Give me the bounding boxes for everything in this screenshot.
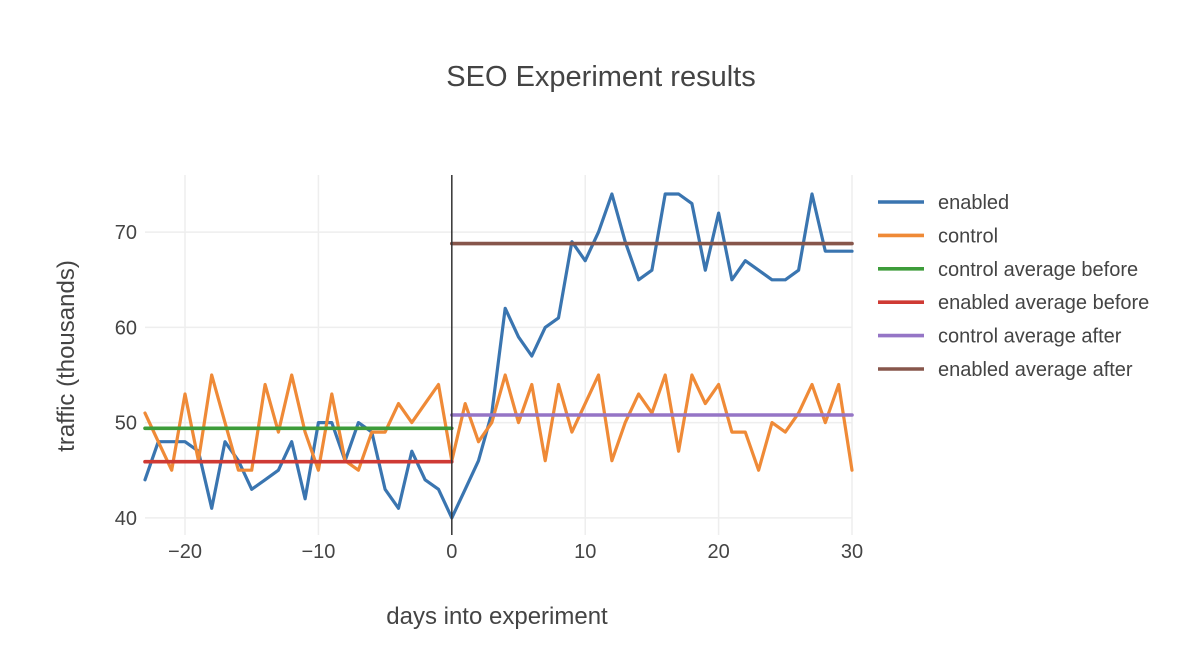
axes: −20 −10 0 10 20 30 40 50 60 70: [115, 222, 863, 563]
legend-item-control-average-before[interactable]: control average before: [878, 259, 1138, 281]
x-tick-label: 20: [707, 541, 729, 563]
legend-label: control: [938, 225, 998, 247]
y-tick-label: 60: [115, 317, 137, 339]
legend-label: enabled: [938, 192, 1009, 214]
legend-item-enabled-average-after[interactable]: enabled average after: [878, 359, 1133, 381]
legend-item-control[interactable]: control: [878, 225, 998, 247]
x-tick-label: 0: [446, 541, 457, 563]
series-line-enabled: [143, 192, 854, 520]
legend-item-enabled[interactable]: enabled: [878, 192, 1009, 214]
y-axis-title: traffic (thousands): [53, 260, 80, 452]
y-tick-label: 50: [115, 413, 137, 435]
y-tick-label: 40: [115, 508, 137, 530]
series-line-control: [143, 373, 854, 472]
legend-label: control average before: [938, 259, 1138, 281]
x-tick-label: −10: [301, 541, 335, 563]
legend-item-control-average-after[interactable]: control average after: [878, 326, 1122, 348]
x-tick-label: 30: [841, 541, 863, 563]
legend-label: enabled average before: [938, 292, 1149, 314]
x-tick-label: 10: [574, 541, 596, 563]
chart-title: SEO Experiment results: [446, 61, 755, 93]
legend-item-enabled-average-before[interactable]: enabled average before: [878, 292, 1149, 314]
legend-label: control average after: [938, 326, 1122, 348]
x-tick-label: −20: [168, 541, 202, 563]
legend[interactable]: enabled control control average before enab…: [878, 192, 1149, 381]
legend-label: enabled average after: [938, 359, 1133, 381]
plot-series: [143, 175, 854, 535]
grid-lines: [145, 175, 853, 535]
x-axis-title: days into experiment: [386, 603, 608, 630]
y-tick-label: 70: [115, 222, 137, 244]
